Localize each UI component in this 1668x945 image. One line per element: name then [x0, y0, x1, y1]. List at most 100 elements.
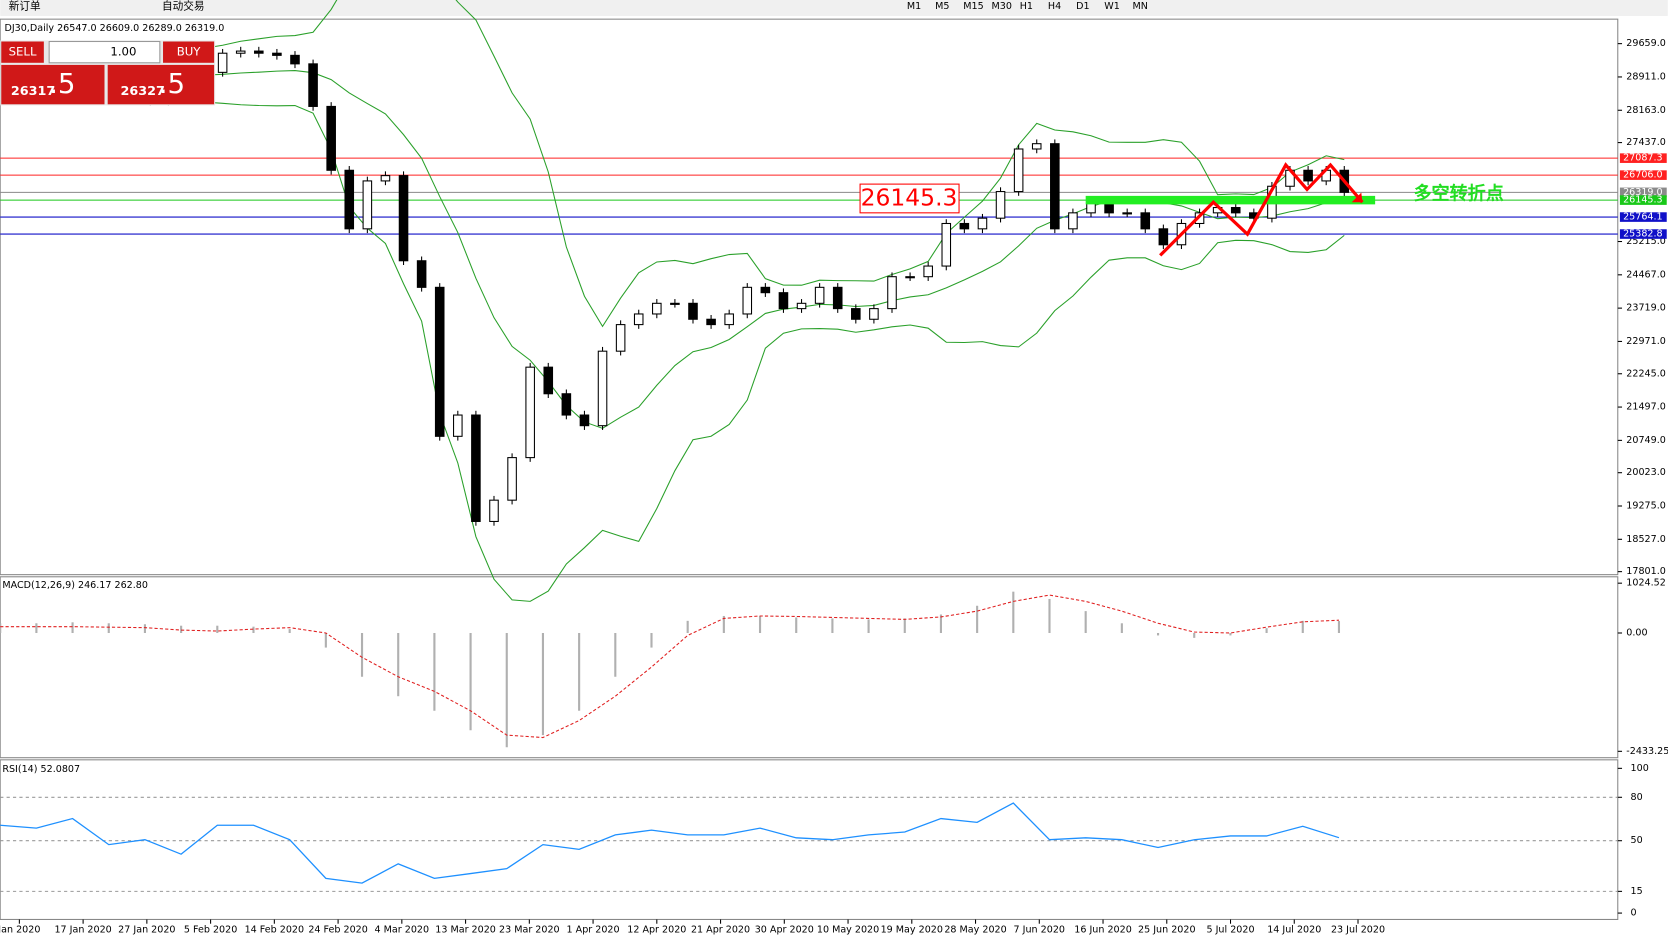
level-label: 26145.3 — [1623, 195, 1663, 206]
y-tick-label: 20023.0 — [1626, 467, 1666, 478]
x-tick-label: 23 Mar 2020 — [499, 925, 560, 936]
y-tick-label: 23719.0 — [1626, 303, 1666, 314]
candle — [579, 414, 590, 427]
candle — [724, 313, 734, 326]
y-tick-label: 80 — [1631, 792, 1643, 803]
candle — [434, 286, 445, 437]
y-tick-label: -2433.25 — [1626, 746, 1668, 757]
sell-button[interactable] — [1, 41, 44, 63]
y-tick-label: 28163.0 — [1626, 105, 1666, 116]
y-tick-label: 20749.0 — [1626, 435, 1666, 446]
x-tick-label: 7 Jun 2020 — [1014, 925, 1065, 936]
timeframe-button[interactable]: W1 — [1104, 1, 1120, 12]
candle — [796, 302, 807, 310]
x-tick-label: 16 Jun 2020 — [1074, 925, 1132, 936]
candle — [1140, 212, 1151, 230]
x-tick-label: 4 Mar 2020 — [375, 925, 430, 936]
candle — [905, 276, 915, 279]
x-tick-label: 14 Feb 2020 — [245, 925, 305, 936]
annotation-box — [859, 183, 960, 214]
candle — [941, 222, 952, 267]
timeframe-button[interactable]: D1 — [1076, 1, 1089, 12]
candle — [633, 313, 644, 326]
candle — [489, 499, 499, 522]
ask-main: 26327 — [120, 84, 164, 99]
annotation-text: 多空转折点 — [1413, 183, 1503, 205]
toolbar-item[interactable]: 自动交易 — [162, 0, 205, 12]
buy-button[interactable] — [163, 41, 215, 63]
x-tick-label: 21 Apr 2020 — [691, 925, 750, 936]
zigzag-arrow — [1159, 162, 1364, 257]
candle — [869, 308, 879, 320]
candle — [290, 54, 300, 65]
rsi-line — [0, 802, 1340, 884]
level-label: 26706.0 — [1623, 170, 1663, 181]
candle — [814, 286, 825, 304]
candle — [670, 302, 680, 305]
buy-price-box[interactable] — [107, 64, 215, 105]
y-tick-label: 19275.0 — [1626, 501, 1666, 512]
y-tick-label: 0.00 — [1626, 627, 1647, 638]
macd-panel — [0, 576, 1619, 759]
y-tick-label: 27437.0 — [1626, 137, 1666, 148]
candle — [1122, 212, 1132, 215]
level-tag — [1619, 212, 1667, 222]
y-tick-label: 22971.0 — [1626, 336, 1666, 347]
trade-panel: SELL 1.00 BUY 26317 .5 26327 .5 — [0, 40, 216, 106]
candle — [344, 169, 355, 230]
candle — [851, 308, 861, 320]
candle — [1230, 207, 1241, 214]
y-tick-label: 1024.52 — [1626, 578, 1666, 589]
timeframe-button[interactable]: M15 — [963, 1, 983, 12]
x-tick-label: 25 Jun 2020 — [1138, 925, 1196, 936]
bid-main: 26317 — [11, 84, 55, 99]
x-tick-label: 28 May 2020 — [944, 925, 1006, 936]
sell-price-box[interactable] — [1, 64, 105, 105]
level-label: 27087.3 — [1623, 153, 1663, 164]
candle — [217, 52, 228, 73]
candle — [235, 50, 246, 54]
y-tick-label: 15 — [1631, 886, 1643, 897]
x-tick-label: 1 Apr 2020 — [567, 925, 620, 936]
candle — [1158, 228, 1169, 246]
candle — [1031, 143, 1042, 150]
buy-label: BUY — [177, 45, 202, 59]
candle — [1050, 143, 1060, 230]
candle — [561, 393, 572, 416]
candle — [1013, 148, 1024, 193]
y-tick-label: 24467.0 — [1626, 269, 1666, 280]
toolbar-item[interactable]: 新订单 — [9, 0, 41, 12]
timeframe-button[interactable]: M30 — [992, 1, 1012, 12]
candle — [959, 222, 970, 230]
timeframe-button[interactable]: MN — [1133, 1, 1148, 12]
x-tick-label: 27 Jan 2020 — [118, 925, 175, 936]
lot-input[interactable] — [48, 40, 161, 64]
level-tag — [1619, 153, 1667, 163]
candle — [453, 414, 463, 437]
timeframe-button[interactable]: M1 — [907, 1, 921, 12]
level-tag — [1619, 170, 1667, 180]
main-panel — [0, 18, 1619, 576]
candle — [688, 302, 698, 320]
candle — [1068, 212, 1078, 230]
candle — [380, 175, 391, 182]
timeframe-button[interactable]: H1 — [1020, 1, 1033, 12]
y-tick-label: 25215.0 — [1626, 236, 1666, 247]
timeframe-button[interactable]: H4 — [1048, 1, 1061, 12]
candle — [652, 302, 662, 315]
candle — [471, 414, 481, 522]
candle — [525, 366, 535, 459]
x-tick-label: Jan 2020 — [0, 925, 40, 936]
candle — [326, 105, 336, 171]
y-tick-label: 18527.0 — [1626, 534, 1666, 545]
candle — [615, 324, 626, 352]
y-tick-label: 17801.0 — [1626, 566, 1666, 577]
lot-value: 1.00 — [110, 45, 136, 59]
candle — [398, 175, 409, 262]
timeframe-button[interactable]: M5 — [935, 1, 949, 12]
y-tick-label: 28911.0 — [1626, 71, 1666, 82]
level-label: 26319.0 — [1623, 187, 1663, 198]
candle — [742, 286, 753, 315]
